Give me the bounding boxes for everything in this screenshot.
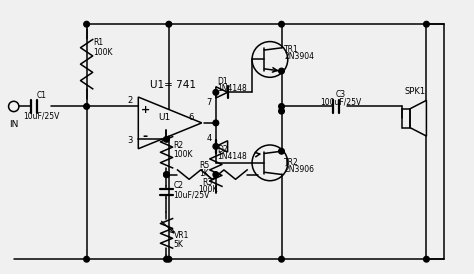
- Text: 7: 7: [207, 98, 212, 107]
- Circle shape: [164, 172, 169, 178]
- Circle shape: [166, 256, 172, 262]
- Text: 100K: 100K: [198, 185, 218, 195]
- Text: 10uF/25V: 10uF/25V: [23, 111, 59, 120]
- Text: +: +: [141, 105, 150, 115]
- Circle shape: [84, 21, 90, 27]
- Circle shape: [279, 149, 284, 154]
- Text: C1: C1: [36, 92, 46, 101]
- Circle shape: [424, 256, 429, 262]
- Text: D2: D2: [217, 145, 228, 154]
- Text: C2: C2: [173, 181, 183, 190]
- Circle shape: [424, 21, 429, 27]
- Circle shape: [279, 104, 284, 109]
- Text: U1= 741: U1= 741: [150, 80, 196, 90]
- Text: 1N4148: 1N4148: [217, 84, 246, 93]
- Text: TR2: TR2: [284, 158, 299, 167]
- Circle shape: [164, 256, 169, 262]
- Text: 2N3906: 2N3906: [284, 165, 314, 174]
- Circle shape: [166, 21, 172, 27]
- Text: 100uF/25V: 100uF/25V: [320, 98, 361, 107]
- Text: R3: R3: [202, 178, 213, 187]
- Circle shape: [279, 108, 284, 114]
- Text: 1N4148: 1N4148: [217, 152, 246, 161]
- Text: 5K: 5K: [173, 241, 183, 249]
- Circle shape: [213, 90, 219, 95]
- Circle shape: [279, 256, 284, 262]
- Circle shape: [84, 104, 90, 109]
- Circle shape: [164, 172, 169, 178]
- Text: IN: IN: [9, 120, 18, 129]
- Text: C3: C3: [335, 90, 346, 99]
- Circle shape: [279, 68, 284, 74]
- Text: 4: 4: [207, 134, 212, 143]
- Text: VR1: VR1: [173, 231, 189, 240]
- Text: 6: 6: [188, 113, 194, 122]
- Circle shape: [164, 136, 169, 142]
- Circle shape: [84, 256, 90, 262]
- Text: 1K: 1K: [200, 169, 209, 178]
- Text: R2: R2: [173, 141, 183, 150]
- Text: 100K: 100K: [94, 48, 113, 57]
- Circle shape: [213, 144, 219, 149]
- Circle shape: [213, 172, 219, 178]
- Text: R5: R5: [200, 161, 210, 170]
- Text: R1: R1: [94, 38, 104, 47]
- Circle shape: [279, 21, 284, 27]
- Text: TR1: TR1: [284, 45, 299, 55]
- Text: SPK1: SPK1: [404, 87, 425, 96]
- Circle shape: [213, 120, 219, 126]
- Text: 10uF/25V: 10uF/25V: [173, 191, 210, 200]
- Text: D1: D1: [217, 77, 228, 86]
- Text: 100K: 100K: [173, 150, 193, 159]
- Text: 3: 3: [128, 136, 133, 145]
- Text: 2N3904: 2N3904: [284, 52, 314, 61]
- Text: 2: 2: [128, 96, 133, 105]
- Text: -: -: [143, 130, 148, 142]
- Text: U1: U1: [158, 113, 170, 122]
